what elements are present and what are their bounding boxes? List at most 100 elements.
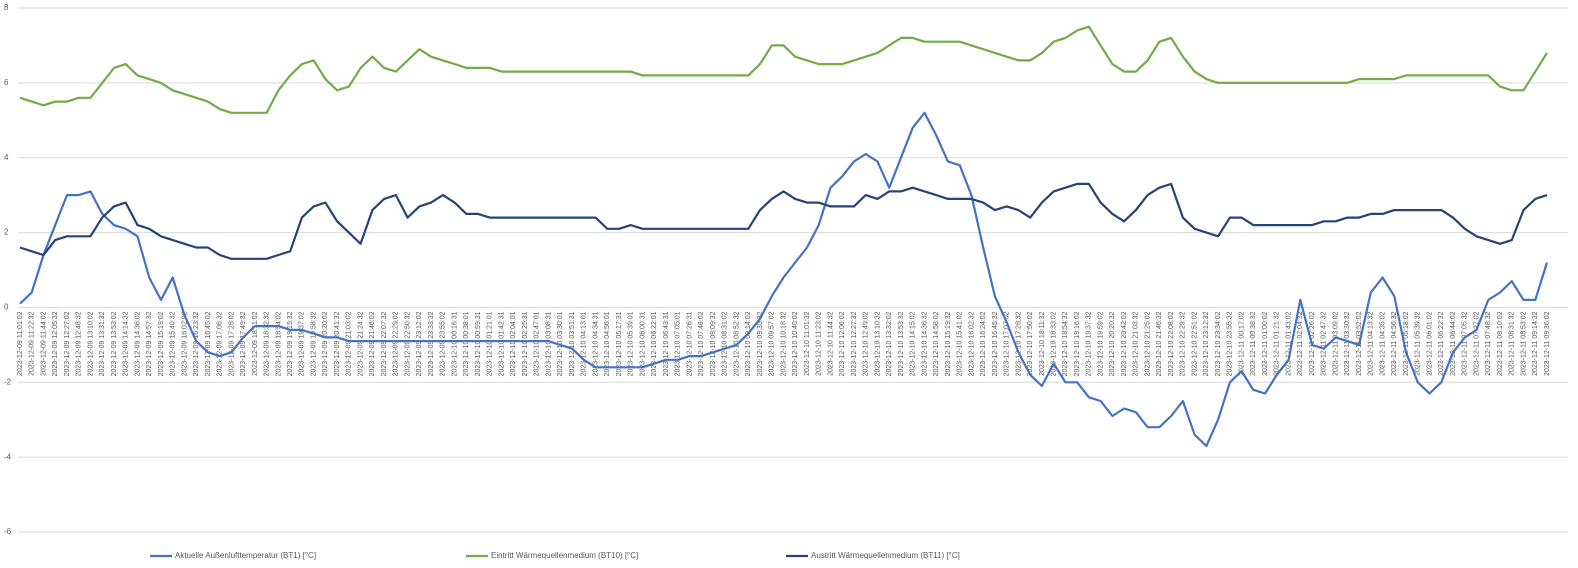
x-tick-label: 2023-12-11 08:53:02 — [1520, 311, 1527, 376]
x-tick-label: 2023-12-09 22:07:32 — [381, 311, 388, 376]
x-tick-label: 2023-12-09 15:19:02 — [158, 311, 165, 376]
x-tick-label: 2023-12-10 21:46:32 — [1156, 311, 1163, 376]
x-tick-label: 2023-12-09 14:14:32 — [123, 311, 130, 376]
x-tick-label: 2023-12-09 13:10:02 — [87, 311, 94, 376]
x-tick-label: 2023-12-09 22:50:32 — [404, 311, 411, 376]
y-tick-label: 2 — [4, 228, 9, 237]
x-tick-label: 2023-12-10 15:41:02 — [957, 311, 964, 376]
x-tick-label: 2023-12-10 01:21:01 — [487, 311, 494, 376]
x-tick-label: 2023-12-10 22:51:02 — [1191, 311, 1198, 376]
x-tick-label: 2023-12-09 20:20:02 — [322, 311, 329, 376]
x-tick-label: 2023-12-10 01:42:31 — [498, 311, 505, 376]
x-tick-label: 2023-12-10 16:45:32 — [992, 311, 999, 376]
x-tick-label: 2023-12-10 06:43:31 — [663, 311, 670, 376]
x-tick-label: 2023-12-10 06:00:31 — [639, 311, 646, 376]
x-tick-label: 2023-12-10 08:09:32 — [710, 311, 717, 376]
x-tick-label: 2023-12-10 03:08:31 — [545, 311, 552, 376]
x-tick-label: 2023-12-10 00:59:31 — [475, 311, 482, 376]
x-tick-label: 2023-12-11 02:47:32 — [1321, 311, 1328, 376]
legend-label: Aktuelle Außenlufttemperatur (BT1) [°C] — [175, 551, 316, 560]
x-tick-label: 2023-12-10 04:34:31 — [592, 311, 599, 376]
x-tick-label: 2023-12-10 17:07:02 — [1004, 311, 1011, 376]
x-tick-label: 2023-12-10 13:32:02 — [886, 311, 893, 376]
x-tick-label: 2023-12-10 07:48:02 — [698, 311, 705, 376]
x-tick-label: 2023-12-10 11:23:02 — [816, 311, 823, 376]
x-tick-label: 2023-12-09 12:48:32 — [76, 311, 83, 376]
x-tick-label: 2023-12-10 20:20:32 — [1109, 311, 1116, 376]
x-tick-label: 2023-12-10 05:17:31 — [616, 311, 623, 376]
x-tick-label: 2023-12-10 09:57:02 — [769, 311, 776, 376]
x-tick-label: 2023-12-11 01:43:02 — [1285, 311, 1292, 376]
x-tick-label: 2023-12-11 01:00:02 — [1262, 311, 1269, 376]
x-tick-label: 2023-12-10 18:11:32 — [1039, 311, 1046, 376]
x-tick-label: 2023-12-10 02:04:01 — [510, 311, 517, 376]
x-tick-label: 2023-12-10 14:58:02 — [933, 311, 940, 376]
x-tick-label: 2023-12-11 05:39:32 — [1415, 311, 1422, 376]
y-tick-label: 0 — [4, 303, 9, 312]
x-tick-label: 2023-12-09 23:33:32 — [428, 311, 435, 376]
x-tick-label: 2023-12-09 16:02:02 — [181, 311, 188, 376]
x-tick-label: 2023-12-09 13:53:02 — [111, 311, 118, 376]
x-tick-label: 2023-12-09 22:29:02 — [393, 311, 400, 376]
x-tick-label: 2023-12-09 17:49:32 — [240, 311, 247, 376]
x-tick-label: 2023-12-10 22:08:02 — [1168, 311, 1175, 376]
x-tick-label: 2023-12-10 07:05:01 — [675, 311, 682, 376]
x-tick-label: 2023-12-11 08:10:02 — [1497, 311, 1504, 376]
x-tick-label: 2023-12-09 12:27:02 — [64, 311, 71, 376]
x-tick-label: 2023-12-10 12:49:02 — [863, 311, 870, 376]
x-tick-label: 2023-12-11 09:14:32 — [1532, 311, 1539, 376]
x-tick-label: 2023-12-10 06:22:01 — [651, 311, 658, 376]
x-tick-label: 2023-12-09 23:55:02 — [440, 311, 447, 376]
x-tick-label: 2023-12-10 21:03:32 — [1133, 311, 1140, 376]
x-tick-label: 2023-12-10 04:13:01 — [581, 311, 588, 376]
x-tick-label: 2023-12-09 11:22:32 — [29, 311, 36, 376]
x-tick-label: 2023-12-10 12:27:32 — [851, 311, 858, 376]
x-tick-label: 2023-12-09 20:41:32 — [334, 311, 341, 376]
x-tick-label: 2023-12-10 10:40:02 — [792, 311, 799, 376]
x-tick-label: 2023-12-10 09:35:32 — [757, 311, 764, 376]
x-tick-label: 2023-12-10 15:19:32 — [945, 311, 952, 376]
x-tick-label: 2023-12-11 03:09:02 — [1332, 311, 1339, 376]
x-tick-label: 2023-12-11 07:48:32 — [1485, 311, 1492, 376]
x-tick-label: 2023-12-11 03:30:32 — [1344, 311, 1351, 376]
x-tick-label: 2023-12-09 12:05:32 — [52, 311, 59, 376]
x-tick-label: 2023-12-11 04:13:32 — [1368, 311, 1375, 376]
x-tick-label: 2023-12-09 17:28:02 — [228, 311, 235, 376]
x-tick-label: 2023-12-11 07:27:02 — [1473, 311, 1480, 376]
x-tick-label: 2023-12-09 17:06:32 — [217, 311, 224, 376]
x-tick-label: 2023-12-09 11:44:02 — [40, 311, 47, 376]
x-tick-label: 2023-12-09 18:32:32 — [264, 311, 271, 376]
x-tick-label: 2023-12-09 14:36:02 — [134, 311, 141, 376]
x-tick-label: 2023-12-10 23:12:32 — [1203, 311, 1210, 376]
x-tick-label: 2023-12-10 16:02:32 — [968, 311, 975, 376]
x-tick-label: 2023-12-09 11:01:02 — [17, 311, 24, 376]
x-tick-label: 2023-12-09 21:46:02 — [369, 311, 376, 376]
x-tick-label: 2023-12-10 13:53:32 — [898, 311, 905, 376]
y-tick-label: 4 — [4, 153, 9, 162]
x-tick-label: 2023-12-09 21:03:02 — [346, 311, 353, 376]
x-tick-label: 2023-12-09 19:58:32 — [310, 311, 317, 376]
x-tick-label: 2023-12-10 04:56:01 — [604, 311, 611, 376]
x-tick-label: 2023-12-10 02:47:01 — [534, 311, 541, 376]
x-tick-label: 2023-12-09 19:37:02 — [299, 311, 306, 376]
x-tick-label: 2023-12-11 04:56:32 — [1391, 311, 1398, 376]
x-tick-label: 2023-12-10 09:14:02 — [745, 311, 752, 376]
x-tick-label: 2023-12-09 18:11:02 — [252, 311, 259, 376]
y-tick-label: -6 — [4, 527, 12, 536]
x-tick-label: 2023-12-10 18:54:32 — [1062, 311, 1069, 376]
x-tick-label: 2023-12-09 15:40:32 — [170, 311, 177, 376]
series-line — [19, 182, 1548, 260]
x-tick-label: 2023-12-09 19:15:32 — [287, 311, 294, 376]
x-tick-label: 2023-12-09 14:57:32 — [146, 311, 153, 376]
x-tick-label: 2023-12-10 03:51:31 — [569, 311, 576, 376]
x-tick-label: 2023-12-10 19:16:02 — [1074, 311, 1081, 376]
x-tick-label: 2023-12-09 16:45:02 — [205, 311, 212, 376]
y-tick-label: 8 — [4, 3, 9, 12]
x-tick-label: 2023-12-11 02:04:32 — [1297, 311, 1304, 376]
x-tick-label: 2023-12-09 13:31:32 — [99, 311, 106, 376]
x-tick-label: 2023-12-10 00:16:31 — [451, 311, 458, 376]
x-tick-label: 2023-12-10 21:25:02 — [1144, 311, 1151, 376]
x-tick-label: 2023-12-10 14:15:02 — [910, 311, 917, 376]
x-tick-label: 2023-12-10 00:38:01 — [463, 311, 470, 376]
x-tick-label: 2023-12-10 02:25:31 — [522, 311, 529, 376]
